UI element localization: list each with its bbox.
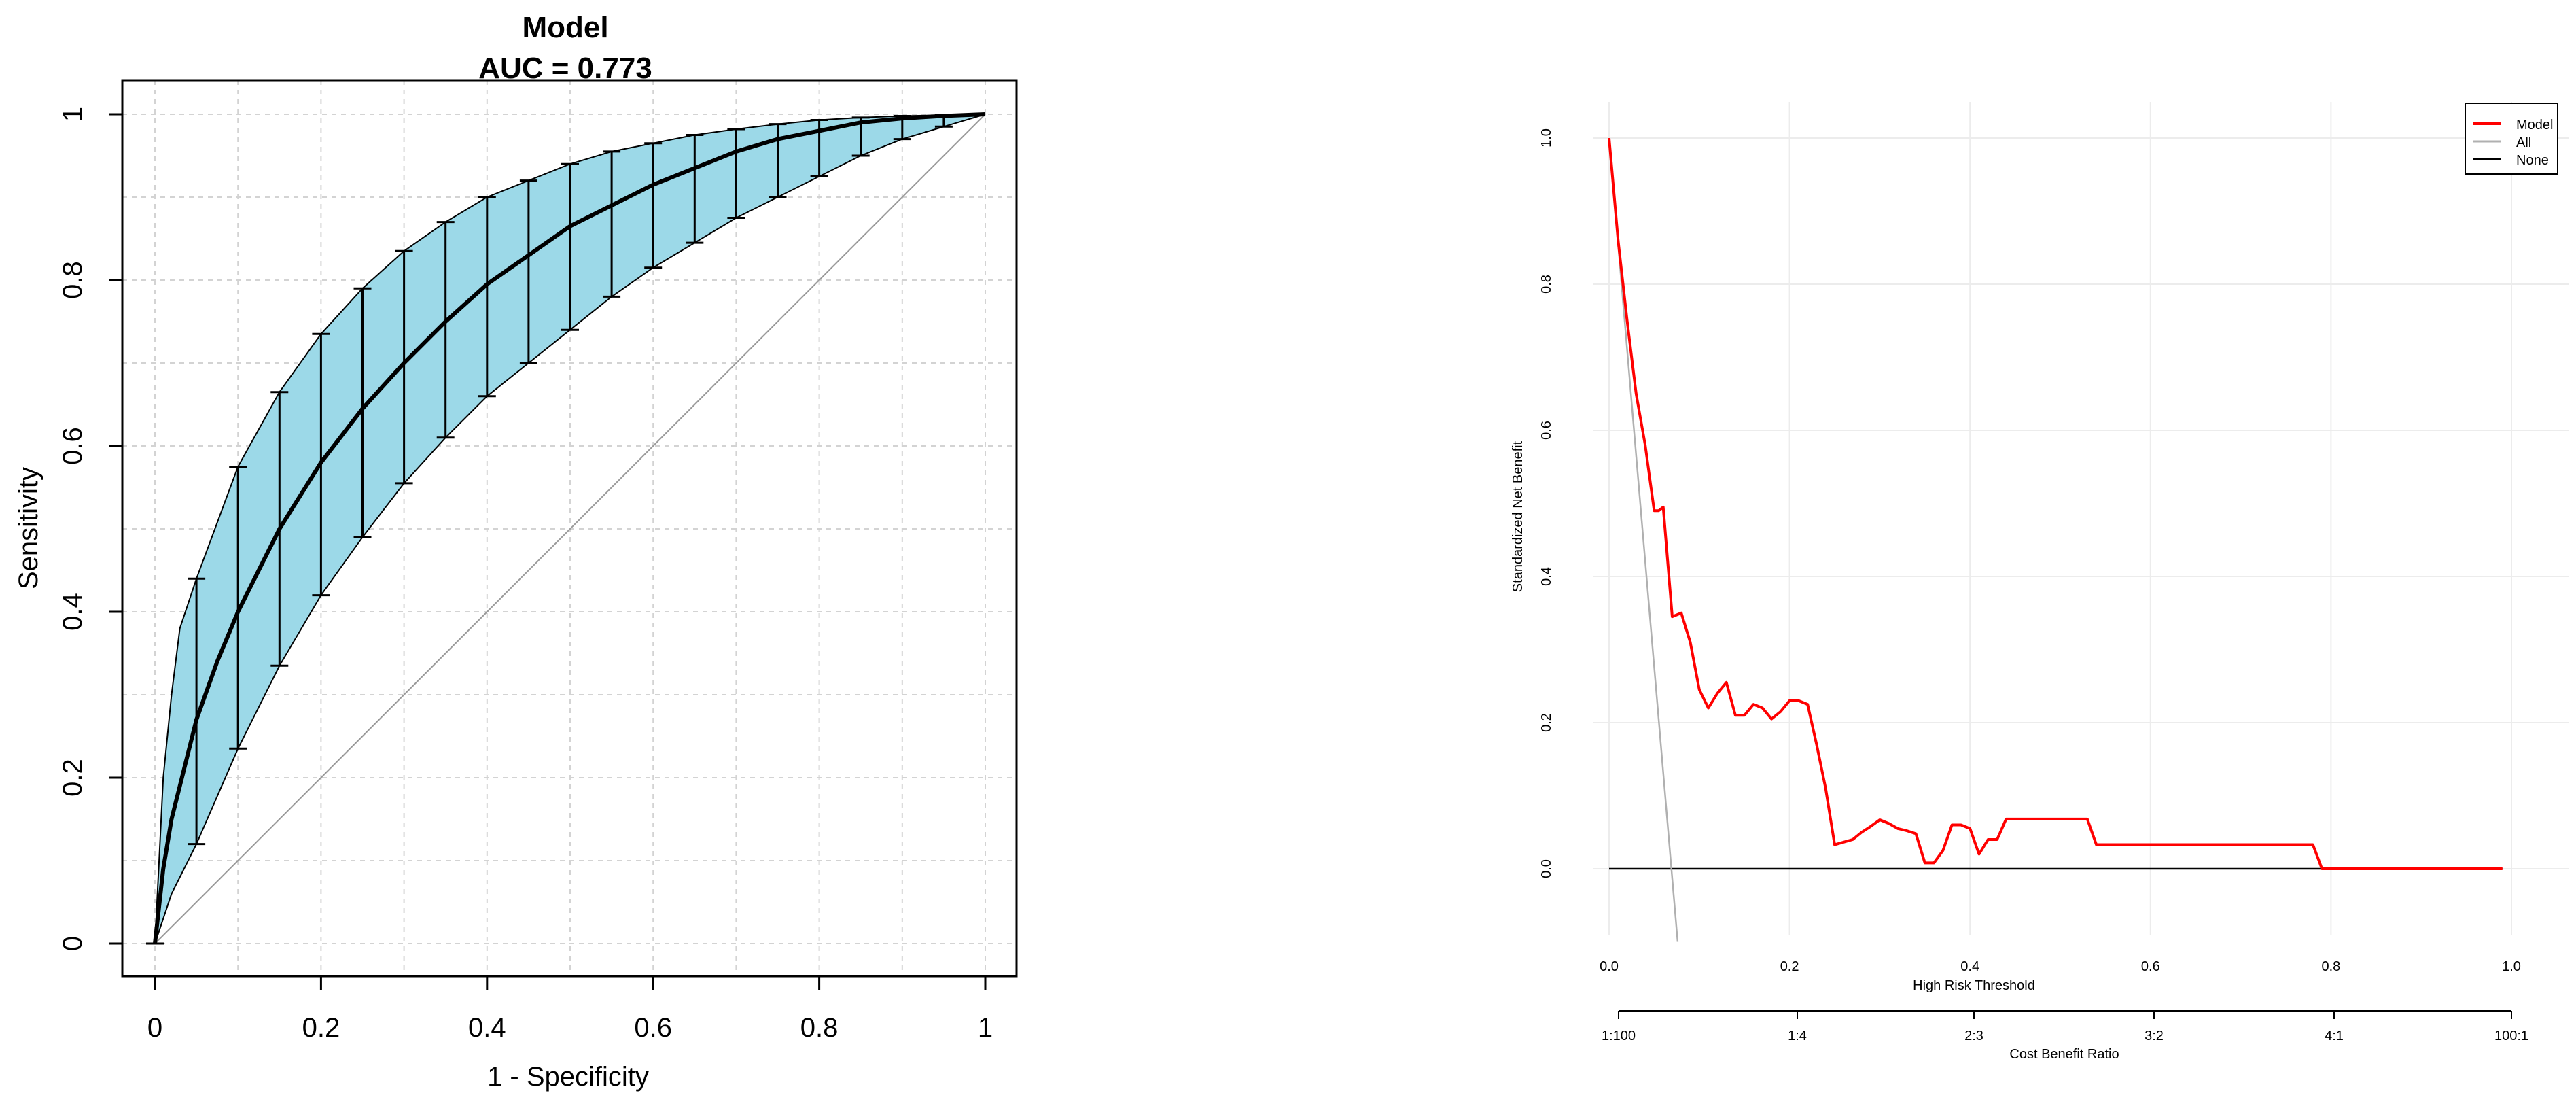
x2-tick-label: 3:2 [2145, 1029, 2164, 1043]
dca-lines [1608, 137, 2503, 942]
roc-curve [153, 112, 986, 944]
legend-item-model: Model [2473, 118, 2553, 133]
y-tick-label: 0.8 [1539, 275, 1554, 294]
legend-item-all: All [2473, 135, 2531, 150]
legend-item-none: None [2473, 153, 2549, 168]
roc-y-label: Sensitivity [14, 467, 43, 589]
x2-tick-label: 4:1 [2325, 1029, 2344, 1043]
y-tick-label: 0.8 [58, 261, 88, 299]
reference-diagonal [154, 114, 986, 944]
x-tick-label: 0.4 [468, 1013, 506, 1043]
roc-chart: 0 0.2 0.4 0.6 0.8 1 0 0.2 0.4 0.6 0.8 1 Model AUC … [14, 11, 1018, 1092]
roc-y-axis: 0 0.2 0.4 0.6 0.8 1 [58, 107, 122, 951]
y-tick-label: 0.0 [1539, 859, 1554, 878]
roc-curve-line [153, 112, 986, 944]
x-tick-label: 0.2 [1780, 959, 1799, 974]
legend-box [2465, 103, 2558, 175]
y-tick-label: 0.2 [1539, 713, 1554, 732]
dca-x-axis: 0.0 0.2 0.4 0.6 0.8 1.0 [1600, 959, 2521, 974]
x-tick-label: 0.2 [302, 1013, 340, 1043]
x-tick-label: 0.6 [2141, 959, 2160, 974]
roc-subtitle: AUC = 0.773 [478, 52, 652, 85]
x2-tick-label: 1:4 [1788, 1029, 1807, 1043]
roc-x-axis: 0 0.2 0.4 0.6 0.8 1 [147, 976, 993, 1043]
x-tick-label: 0.4 [1960, 959, 1979, 974]
x-tick-label: 0.0 [1600, 959, 1619, 974]
x-tick-label: 0.6 [634, 1013, 672, 1043]
x2-tick-label: 100:1 [2494, 1029, 2528, 1043]
x-tick-label: 1 [978, 1013, 993, 1043]
x-tick-label: 0.8 [2321, 959, 2340, 974]
dca-cost-benefit-axis: 1:100 1:4 2:3 3:2 4:1 100:1 [1602, 1010, 2528, 1043]
x-tick-label: 1.0 [2502, 959, 2521, 974]
y-tick-label: 0.6 [58, 427, 88, 465]
y-tick-label: 0.6 [1539, 421, 1554, 440]
x-tick-label: 0 [147, 1013, 162, 1043]
roc-diagonal [154, 114, 986, 944]
dca-x2-label: Cost Benefit Ratio [2009, 1047, 2119, 1062]
y-tick-label: 1.0 [1539, 128, 1554, 148]
roc-plot-frame [121, 79, 1018, 978]
x2-tick-label: 2:3 [1964, 1029, 1983, 1043]
y-tick-label: 0.4 [1539, 567, 1554, 586]
dca-legend: Model All None [2465, 103, 2558, 175]
y-tick-label: 0 [58, 936, 88, 951]
dca-y-axis: 0.0 0.2 0.4 0.6 0.8 1.0 [1539, 128, 1554, 878]
y-tick-label: 1 [58, 107, 88, 122]
legend-label-all: All [2516, 135, 2531, 150]
roc-title: Model [522, 11, 608, 44]
y-tick-label: 0.4 [58, 593, 88, 631]
dca-x-label: High Risk Threshold [1913, 978, 2035, 993]
dca-chart: 0.0 0.2 0.4 0.6 0.8 1.0 0.0 0.2 0.4 0.6 0.8 1.0 1:… [1511, 102, 2569, 1062]
roc-x-label: 1 - Specificity [487, 1062, 649, 1092]
dca-y-label: Standardized Net Benefit [1511, 440, 1525, 592]
x2-tick-label: 1:100 [1602, 1029, 1636, 1043]
legend-label-none: None [2516, 153, 2549, 168]
x-tick-label: 0.8 [800, 1013, 839, 1043]
series-line-model [1608, 137, 2503, 870]
y-tick-label: 0.2 [58, 759, 88, 797]
legend-label-model: Model [2516, 118, 2553, 133]
